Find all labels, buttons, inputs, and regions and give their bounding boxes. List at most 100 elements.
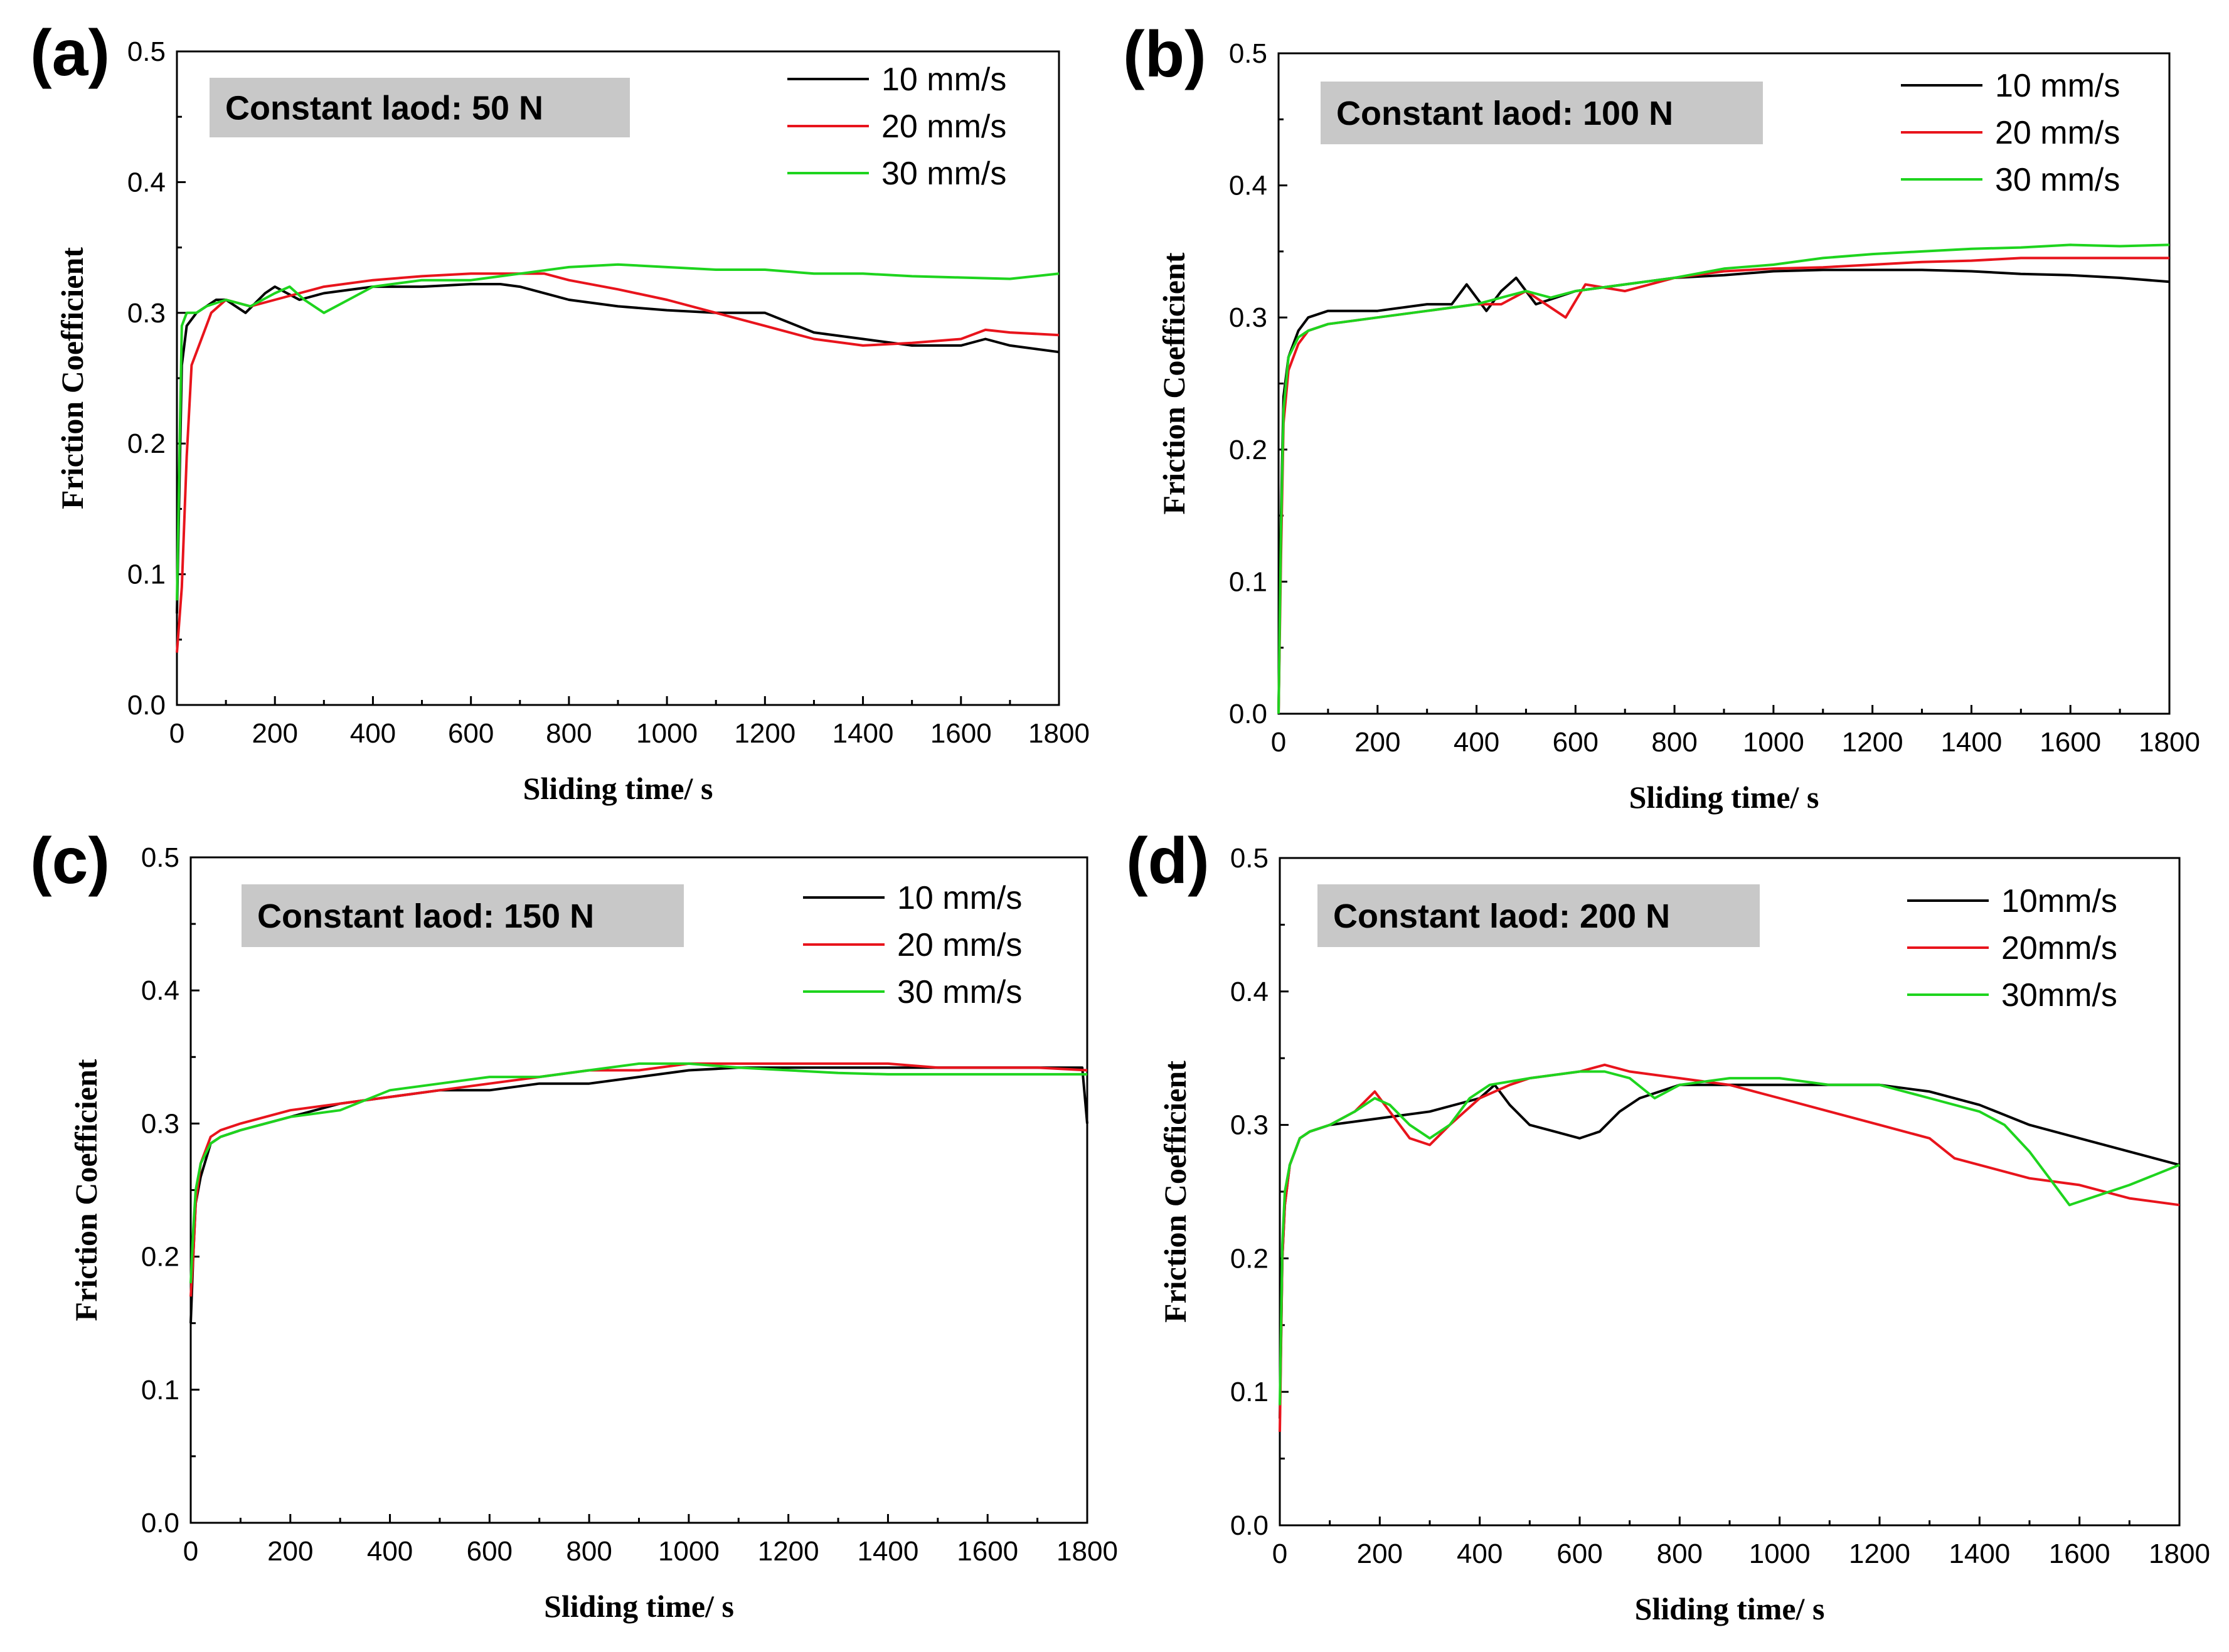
x-axis-title: Sliding time/ s <box>523 771 713 806</box>
y-tick-label: 0.3 <box>1229 302 1267 333</box>
series-line-2 <box>189 1062 1088 1297</box>
annotation-text: Constant laod: 150 N <box>257 897 594 935</box>
y-tick-label: 0.2 <box>141 1242 179 1273</box>
x-tick-label: 1200 <box>1849 1538 1910 1569</box>
x-tick-label: 1000 <box>1743 727 1804 758</box>
y-tick-label: 0.0 <box>141 1508 179 1538</box>
series-line-1 <box>1279 1083 2180 1419</box>
y-tick-label: 0.5 <box>127 36 166 67</box>
y-axis-title: Friction Coefficient <box>1157 1061 1193 1323</box>
series-line-2 <box>1277 257 2169 714</box>
x-tick-label: 400 <box>1454 727 1499 758</box>
panel-label: (c) <box>30 825 110 897</box>
x-tick-label: 1800 <box>1028 718 1090 749</box>
x-tick-label: 200 <box>267 1536 313 1567</box>
panel-d: 0 200 400 600 800 1000 1200 1400 1600 1800 0.0 0.1 0… <box>1126 825 2210 1626</box>
x-tick-label: 1200 <box>1842 727 1903 758</box>
y-axis-title: Friction Coefficient <box>1156 252 1191 514</box>
legend-label: 20 mm/s <box>1995 115 2120 151</box>
x-tick-label: 1800 <box>1056 1536 1118 1567</box>
x-tick-label: 1800 <box>2149 1538 2210 1569</box>
y-tick-label: 0.1 <box>1229 566 1267 597</box>
panel-label: (a) <box>30 17 110 90</box>
y-tick-label: 0.0 <box>1229 699 1267 729</box>
x-tick-label: 400 <box>350 718 396 749</box>
panel-b: 0 200 400 600 800 1000 1200 1400 1600 1800 0.0 0.1 0… <box>1123 18 2200 815</box>
y-tick-label: 0.3 <box>127 298 166 329</box>
y-tick-label: 0.4 <box>1230 977 1269 1007</box>
annotation-box <box>210 78 630 137</box>
series-line-1 <box>176 283 1060 614</box>
annotation-text: Constant laod: 200 N <box>1333 897 1670 935</box>
x-tick-label: 800 <box>1657 1538 1703 1569</box>
legend-label: 30 mm/s <box>1995 162 2120 198</box>
x-tick-label: 1000 <box>636 718 698 749</box>
y-tick-label: 0.1 <box>1230 1377 1269 1407</box>
x-tick-label: 1400 <box>1940 727 2002 758</box>
x-tick-label: 1600 <box>2049 1538 2110 1569</box>
x-axis-title: Sliding time/ s <box>1635 1591 1825 1626</box>
legend-label: 30mm/s <box>2001 977 2117 1014</box>
x-tick-label: 1400 <box>1949 1538 2010 1569</box>
y-axis-title: Friction Coefficient <box>68 1059 104 1321</box>
y-tick-label: 0.3 <box>141 1108 179 1139</box>
x-tick-label: 200 <box>252 718 298 749</box>
series-line-3 <box>189 1062 1087 1284</box>
series-line-3 <box>176 263 1060 601</box>
x-tick-label: 1000 <box>658 1536 720 1567</box>
x-tick-label: 1000 <box>1749 1538 1811 1569</box>
annotation-text: Constant laod: 50 N <box>225 90 543 127</box>
legend-label: 20 mm/s <box>881 109 1006 145</box>
panel-a: 0 200 400 600 800 1000 1200 1400 1600 1800 0.0 0.1 0… <box>30 17 1090 806</box>
x-tick-label: 800 <box>1651 727 1697 758</box>
y-tick-label: 0.2 <box>127 428 166 459</box>
y-tick-label: 0.0 <box>127 690 166 721</box>
panel-c: 0 200 400 600 800 1000 1200 1400 1600 1800 0.0 0.1 0… <box>30 825 1118 1624</box>
plot-frame <box>176 50 1060 706</box>
y-tick-label: 0.5 <box>1230 843 1269 874</box>
legend-label: 20 mm/s <box>897 927 1022 963</box>
x-tick-label: 1600 <box>2040 727 2101 758</box>
annotation-box <box>242 884 684 947</box>
x-tick-label: 0 <box>183 1536 198 1567</box>
series-line-2 <box>176 272 1060 653</box>
x-tick-label: 800 <box>546 718 592 749</box>
legend-label: 30 mm/s <box>897 974 1022 1010</box>
panel-label: (d) <box>1126 825 1210 897</box>
x-tick-label: 400 <box>1457 1538 1503 1569</box>
x-axis-title: Sliding time/ s <box>544 1589 734 1624</box>
x-tick-label: 600 <box>467 1536 513 1567</box>
x-tick-label: 0 <box>1271 727 1286 758</box>
legend-label: 10 mm/s <box>897 880 1022 916</box>
x-tick-label: 1400 <box>857 1536 918 1567</box>
y-tick-label: 0.2 <box>1230 1243 1269 1274</box>
x-tick-label: 200 <box>1354 727 1400 758</box>
x-axis-title: Sliding time/ s <box>1629 780 1819 815</box>
x-tick-label: 0 <box>169 718 184 749</box>
x-tick-label: 1400 <box>833 718 894 749</box>
x-tick-label: 600 <box>1553 727 1599 758</box>
series-line-3 <box>1277 243 2170 714</box>
series-line-1 <box>1277 268 2170 714</box>
y-tick-label: 0.3 <box>1230 1110 1269 1141</box>
y-tick-label: 0.4 <box>1229 171 1267 201</box>
y-tick-label: 0.4 <box>127 167 166 198</box>
y-axis-title: Friction Coefficient <box>55 247 90 509</box>
y-tick-label: 0.0 <box>1230 1510 1269 1541</box>
x-tick-label: 400 <box>367 1536 413 1567</box>
annotation-text: Constant laod: 100 N <box>1336 95 1673 132</box>
y-tick-label: 0.2 <box>1229 435 1267 465</box>
series-line-3 <box>1279 1070 2180 1406</box>
series-line-2 <box>1279 1063 2180 1432</box>
legend-label: 20mm/s <box>2001 930 2117 966</box>
x-tick-label: 600 <box>448 718 494 749</box>
annotation-box <box>1321 82 1763 144</box>
y-tick-label: 0.1 <box>141 1375 179 1406</box>
legend-label: 10 mm/s <box>881 61 1006 98</box>
y-tick-label: 0.5 <box>1229 38 1267 69</box>
x-tick-label: 1600 <box>957 1536 1018 1567</box>
x-tick-label: 1200 <box>758 1536 819 1567</box>
legend-label: 10 mm/s <box>1995 68 2120 104</box>
y-tick-label: 0.1 <box>127 559 166 590</box>
x-tick-label: 200 <box>1357 1538 1403 1569</box>
